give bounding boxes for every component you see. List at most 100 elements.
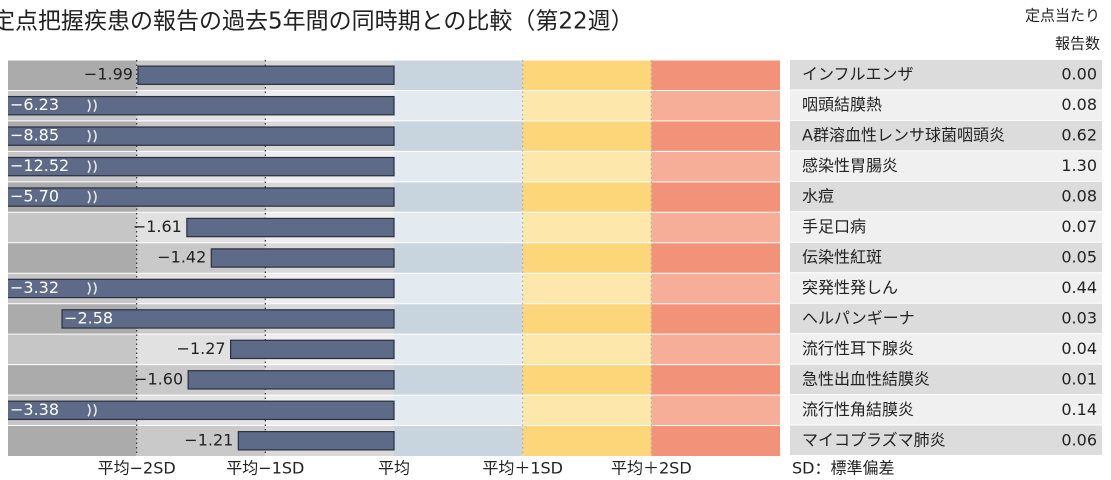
report-rate: 0.03 (1061, 308, 1097, 327)
table-row (790, 364, 1102, 395)
zone-band (651, 364, 780, 396)
zone-band (8, 60, 137, 91)
x-tick-label: 平均 (378, 459, 410, 478)
table-row (790, 334, 1102, 364)
value-label: −1.60 (134, 369, 183, 388)
disease-name: 急性出血性結膜炎 (802, 369, 930, 388)
zone-band (394, 242, 523, 274)
disease-name: 手足口病 (802, 217, 866, 236)
zone-band (394, 364, 523, 396)
bar (8, 95, 395, 116)
zone-band (522, 60, 652, 91)
zone-band (522, 364, 652, 396)
bar (8, 156, 395, 177)
x-tick-label: 平均−1SD (226, 459, 304, 478)
zone-band (394, 425, 523, 456)
table-row (790, 212, 1102, 242)
zone-band (8, 334, 137, 365)
disease-name: マイコプラズマ肺炎 (802, 430, 946, 449)
table-row (790, 425, 1102, 455)
report-rate: 0.08 (1061, 187, 1097, 206)
zone-band (651, 90, 780, 121)
disease-name: 感染性胃腸炎 (802, 156, 898, 175)
zone-band (8, 242, 137, 274)
table-row (790, 242, 1102, 273)
zone-band (522, 334, 652, 365)
disease-name: ヘルパンギーナ (802, 308, 915, 327)
x-tick-label: 平均−2SD (98, 459, 176, 478)
zone-band (394, 303, 523, 335)
zone-band (651, 395, 780, 426)
break-mark (87, 160, 97, 174)
disease-name: 突発性発しん (802, 278, 898, 297)
zone-band (8, 425, 137, 456)
zone-band (522, 151, 652, 182)
zone-band (651, 425, 780, 456)
disease-name: A群溶血性レンサ球菌咽頭炎 (802, 126, 1005, 145)
zone-band (522, 425, 652, 456)
x-tick-label: 平均＋1SD (482, 459, 563, 478)
value-label: −1.27 (177, 339, 226, 358)
bar (8, 187, 395, 207)
zone-band (651, 303, 780, 335)
break-mark (87, 99, 97, 113)
bar (187, 370, 395, 390)
table-row (790, 303, 1102, 334)
bar (137, 65, 395, 85)
chart-title: 定点把握疾患の報告の過去5年間の同時期との比較（第22週） (0, 9, 634, 35)
report-rate: 0.62 (1061, 126, 1097, 145)
disease-name: 流行性角結膜炎 (802, 400, 914, 419)
zone-band (522, 242, 652, 274)
zone-band (651, 242, 780, 274)
value-label: −8.85 (10, 126, 59, 145)
value-label: −12.52 (10, 156, 69, 175)
bar (8, 278, 395, 299)
bar (8, 400, 395, 421)
disease-name: 水痘 (802, 187, 834, 206)
value-label: −2.58 (64, 308, 113, 327)
report-rate: 1.30 (1061, 156, 1097, 175)
plot (8, 65, 395, 451)
table-row (790, 181, 1102, 212)
report-rate: 0.04 (1061, 339, 1097, 358)
report-rate: 0.01 (1061, 369, 1097, 388)
zone-band (394, 181, 523, 213)
disease-name: 伝染性紅斑 (802, 248, 882, 267)
zone-band (522, 212, 652, 243)
value-label: −3.38 (10, 400, 59, 419)
zone-band (394, 273, 523, 304)
report-rate: 0.05 (1061, 248, 1097, 267)
zone-band (394, 60, 523, 91)
x-tick-label: 平均＋2SD (611, 459, 692, 478)
zone-band (651, 273, 780, 304)
zone-band (651, 60, 780, 91)
bar (210, 248, 395, 268)
zone-band (522, 120, 652, 152)
zone-band (394, 90, 523, 121)
disease-name: 咽頭結膜熱 (802, 95, 882, 114)
value-label: −1.99 (84, 65, 133, 84)
report-rate: 0.00 (1061, 65, 1097, 84)
bar (229, 339, 395, 360)
break-mark (87, 129, 97, 143)
table-header: 報告数 (1055, 35, 1100, 53)
bar (61, 309, 395, 329)
report-rate: 0.14 (1061, 400, 1097, 419)
value-label: −1.42 (157, 248, 206, 267)
zone-band (522, 395, 652, 426)
value-label: −5.70 (10, 187, 59, 206)
break-mark (87, 403, 97, 417)
zone-band (8, 364, 137, 396)
bar (186, 217, 395, 238)
zone-band (651, 181, 780, 213)
disease-name: 流行性耳下腺炎 (802, 339, 914, 358)
report-rate: 0.08 (1061, 95, 1097, 114)
zone-band (651, 151, 780, 182)
zone-band (394, 212, 523, 243)
disease-name: インフルエンザ (802, 65, 914, 84)
zone-band (394, 151, 523, 182)
table-row (790, 60, 1102, 90)
table-row (790, 273, 1102, 303)
value-label: −6.23 (10, 95, 59, 114)
